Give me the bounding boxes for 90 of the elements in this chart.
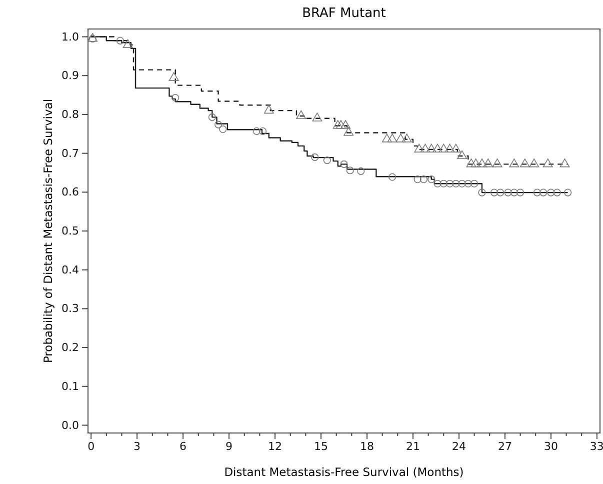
x-tick-label: 21 xyxy=(406,440,420,453)
point xyxy=(388,173,396,181)
y-tick-label: 0.5 xyxy=(62,224,79,238)
point xyxy=(172,94,180,102)
point xyxy=(252,127,260,135)
point xyxy=(446,180,454,188)
point xyxy=(492,158,502,168)
point xyxy=(440,180,448,188)
point xyxy=(483,158,494,168)
point xyxy=(434,180,442,188)
x-tick-label: 0 xyxy=(88,440,95,453)
point xyxy=(438,144,449,152)
point xyxy=(387,134,398,142)
x-tick-label: 15 xyxy=(314,440,328,453)
point xyxy=(420,176,428,184)
point xyxy=(520,158,530,168)
point xyxy=(516,188,524,196)
point xyxy=(426,144,436,152)
point xyxy=(311,153,319,161)
point xyxy=(529,158,540,168)
point xyxy=(553,188,561,196)
x-tick-label: 24 xyxy=(452,440,466,453)
point xyxy=(560,158,570,168)
y-tick-label: 0.0 xyxy=(62,418,79,432)
point xyxy=(340,160,348,168)
point xyxy=(420,144,430,152)
point xyxy=(344,127,354,136)
point xyxy=(547,188,555,196)
point xyxy=(396,134,406,142)
point xyxy=(340,120,350,129)
point xyxy=(490,188,498,196)
point xyxy=(452,180,460,188)
point xyxy=(258,127,267,135)
x-tick-label: 27 xyxy=(498,440,512,453)
point xyxy=(457,150,467,160)
y-tick-label: 0.2 xyxy=(62,341,79,354)
point xyxy=(428,176,436,184)
point xyxy=(539,188,548,196)
x-tick-label: 33 xyxy=(590,440,603,453)
point xyxy=(466,158,476,168)
y-tick-label: 0.9 xyxy=(62,69,79,82)
point xyxy=(219,125,227,133)
y-tick-label: 0.1 xyxy=(62,380,79,393)
point xyxy=(296,110,306,120)
y-tick-label: 0.8 xyxy=(62,108,79,121)
y-tick-label: 0.3 xyxy=(62,302,79,316)
point xyxy=(312,112,322,122)
point xyxy=(414,144,424,152)
point xyxy=(122,39,133,48)
point xyxy=(444,144,455,152)
x-tick-label: 12 xyxy=(268,440,282,453)
y-tick-label: 0.7 xyxy=(62,146,79,160)
point xyxy=(458,180,466,188)
point xyxy=(264,104,274,114)
point xyxy=(432,144,442,152)
point xyxy=(564,188,572,196)
point xyxy=(542,158,553,168)
point xyxy=(214,120,222,128)
point xyxy=(346,166,354,174)
point xyxy=(323,156,331,164)
point xyxy=(332,120,343,129)
y-axis-title: Probability of Distant Metastasis-Free Survival xyxy=(41,98,55,364)
point xyxy=(533,188,541,196)
point xyxy=(470,180,478,188)
y-tick-label: 0.4 xyxy=(62,263,79,276)
chart-title: BRAF Mutant xyxy=(302,6,386,21)
point xyxy=(414,176,422,184)
point xyxy=(470,158,481,168)
x-tick-label: 3 xyxy=(134,440,141,453)
point xyxy=(478,188,486,196)
x-tick-label: 30 xyxy=(544,440,558,453)
x-tick-label: 9 xyxy=(226,440,233,453)
point xyxy=(509,158,520,168)
point xyxy=(382,134,392,142)
point xyxy=(510,188,518,196)
x-tick-label: 18 xyxy=(360,440,374,453)
point xyxy=(450,144,461,152)
y-tick-label: 1.0 xyxy=(62,30,79,44)
point xyxy=(168,72,179,81)
point xyxy=(477,158,487,168)
x-tick-label: 6 xyxy=(180,440,187,453)
point xyxy=(208,113,216,121)
point xyxy=(357,167,365,175)
x-axis-title: Distant Metastasis-Free Survival (Months) xyxy=(224,465,464,479)
point xyxy=(402,134,412,142)
y-tick-label: 0.6 xyxy=(62,186,79,199)
point xyxy=(464,180,472,188)
point xyxy=(496,188,504,196)
point xyxy=(504,188,512,196)
point xyxy=(336,120,346,129)
